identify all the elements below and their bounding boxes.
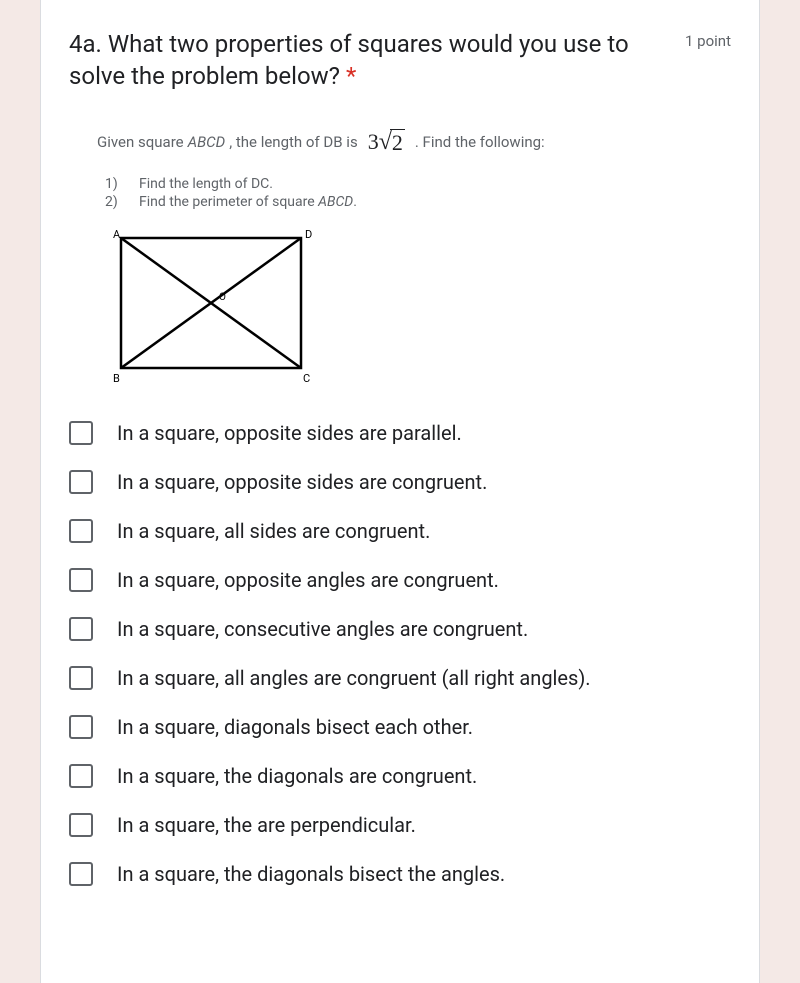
- option-row[interactable]: In a square, the diagonals bisect the an…: [69, 861, 731, 888]
- square-name: ABCD: [188, 133, 226, 151]
- label-c: C: [303, 372, 310, 385]
- label-a: A: [113, 228, 121, 241]
- option-row[interactable]: In a square, all angles are congruent (a…: [69, 665, 731, 692]
- given-line: Given square ABCD, the length of DB is 3…: [97, 129, 731, 156]
- option-row[interactable]: In a square, consecutive angles are cong…: [69, 616, 731, 643]
- option-label: In a square, all sides are congruent.: [117, 518, 731, 545]
- checkbox-icon[interactable]: [69, 813, 93, 837]
- task-prefix: Find the perimeter of square: [139, 194, 318, 210]
- option-row[interactable]: In a square, the are perpendicular.: [69, 812, 731, 839]
- options-list: In a square, opposite sides are parallel…: [69, 420, 731, 888]
- checkbox-icon[interactable]: [69, 617, 93, 641]
- option-row[interactable]: In a square, opposite sides are congruen…: [69, 469, 731, 496]
- question-title: 4a. What two properties of squares would…: [69, 28, 661, 93]
- label-b: B: [113, 372, 120, 385]
- required-asterisk: *: [346, 62, 356, 90]
- option-row[interactable]: In a square, diagonals bisect each other…: [69, 714, 731, 741]
- option-label: In a square, opposite sides are parallel…: [117, 420, 731, 447]
- option-row[interactable]: In a square, all sides are congruent.: [69, 518, 731, 545]
- option-label: In a square, the diagonals are congruent…: [117, 763, 731, 790]
- label-o: O: [219, 292, 226, 303]
- points-label: 1 point: [685, 28, 731, 50]
- checkbox-icon[interactable]: [69, 764, 93, 788]
- option-label: In a square, consecutive angles are cong…: [117, 616, 731, 643]
- task-num: 2): [105, 194, 121, 210]
- option-label: In a square, opposite angles are congrue…: [117, 567, 731, 594]
- option-row[interactable]: In a square, opposite angles are congrue…: [69, 567, 731, 594]
- task-row: 2) Find the perimeter of square ABCD.: [105, 194, 731, 210]
- square-diagram: A D B C O: [101, 226, 731, 390]
- checkbox-icon[interactable]: [69, 862, 93, 886]
- question-header: 4a. What two properties of squares would…: [69, 28, 731, 93]
- db-length-value: 32: [368, 129, 405, 156]
- radicand: 2: [390, 129, 405, 156]
- checkbox-icon[interactable]: [69, 519, 93, 543]
- task-text: Find the length of DC.: [139, 176, 273, 192]
- task-num: 1): [105, 176, 121, 192]
- option-label: In a square, diagonals bisect each other…: [117, 714, 731, 741]
- question-number: 4a.: [69, 30, 102, 58]
- checkbox-icon[interactable]: [69, 421, 93, 445]
- given-suffix: . Find the following:: [415, 133, 545, 151]
- option-label: In a square, opposite sides are congruen…: [117, 469, 731, 496]
- sqrt-symbol: [379, 129, 392, 156]
- task-text: Find the perimeter of square ABCD.: [139, 194, 357, 210]
- given-mid: , the length of DB is: [229, 133, 358, 151]
- task-row: 1) Find the length of DC.: [105, 176, 731, 192]
- checkbox-icon[interactable]: [69, 568, 93, 592]
- diagram-svg: A D B C O: [101, 226, 321, 386]
- option-row[interactable]: In a square, opposite sides are parallel…: [69, 420, 731, 447]
- coeff: 3: [368, 129, 379, 155]
- task-suffix: .: [353, 194, 357, 210]
- option-label: In a square, all angles are congruent (a…: [117, 665, 731, 692]
- option-row[interactable]: In a square, the diagonals are congruent…: [69, 763, 731, 790]
- task-list: 1) Find the length of DC. 2) Find the pe…: [105, 176, 731, 210]
- checkbox-icon[interactable]: [69, 470, 93, 494]
- given-prefix: Given square: [97, 133, 184, 151]
- checkbox-icon[interactable]: [69, 666, 93, 690]
- option-label: In a square, the are perpendicular.: [117, 812, 731, 839]
- task-italic: ABCD: [318, 194, 353, 210]
- option-label: In a square, the diagonals bisect the an…: [117, 861, 731, 888]
- label-d: D: [305, 228, 312, 241]
- checkbox-icon[interactable]: [69, 715, 93, 739]
- question-card: 4a. What two properties of squares would…: [40, 0, 760, 983]
- problem-statement: Given square ABCD, the length of DB is 3…: [69, 129, 731, 390]
